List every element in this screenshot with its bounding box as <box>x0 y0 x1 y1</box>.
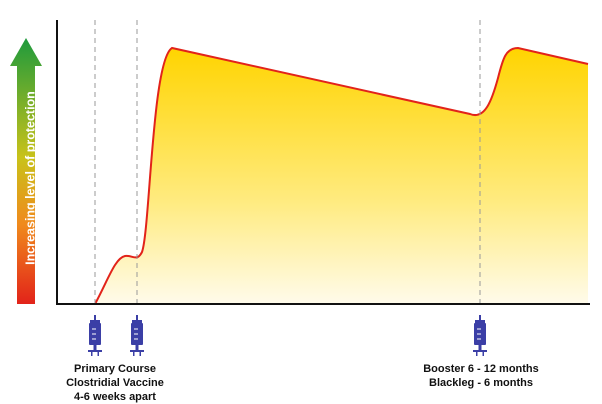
protection-arrow <box>10 38 42 304</box>
protection-curve <box>94 46 589 305</box>
booster-caption: Booster 6 - 12 months <box>423 363 539 375</box>
syringe-icon <box>87 314 103 357</box>
booster-caption: Blackleg - 6 months <box>429 377 533 389</box>
primary-caption: Clostridial Vaccine <box>66 377 164 389</box>
y-axis-label: Increasing level of protection <box>23 91 37 265</box>
primary-caption: 4-6 weeks apart <box>74 391 156 403</box>
primary-caption: Primary Course <box>74 363 156 375</box>
syringe-icon <box>129 314 145 357</box>
syringe-icon <box>472 314 488 357</box>
protection-area <box>95 48 588 304</box>
